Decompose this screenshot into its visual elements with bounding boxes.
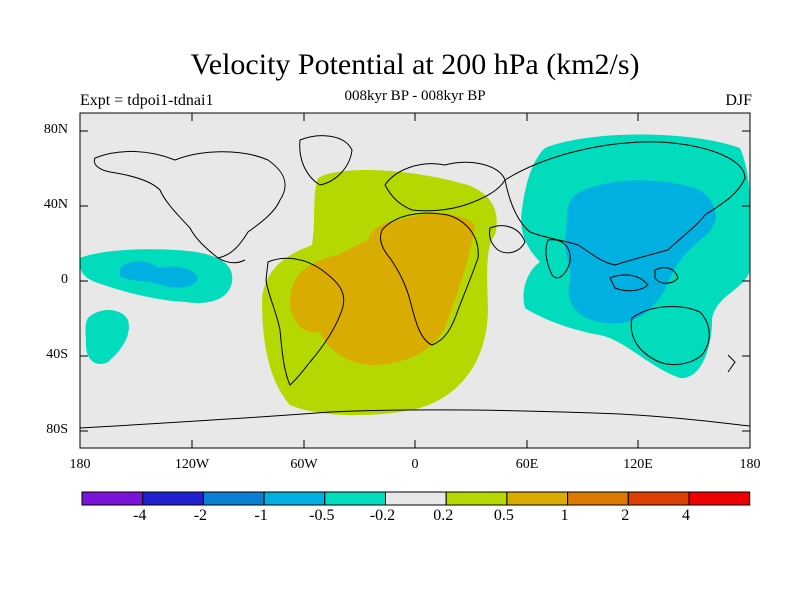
colorbar-label: -0.2 <box>369 507 396 524</box>
lon-label-120w: 120W <box>174 457 210 472</box>
colorbar-box <box>263 491 326 506</box>
colorbar-box <box>506 491 569 506</box>
lat-label-80s: 80S <box>46 422 68 437</box>
colorbar-box <box>324 491 386 506</box>
colorbar-box <box>688 491 751 506</box>
colorbar <box>81 491 751 506</box>
lat-label-40s: 40S <box>46 347 68 362</box>
colorbar-box <box>627 491 690 506</box>
colorbar-label: -0.5 <box>309 507 335 524</box>
lat-label-0: 0 <box>61 272 68 287</box>
colorbar-box <box>567 491 629 506</box>
colorbar-label: -4 <box>133 507 147 524</box>
colorbar-label: -2 <box>193 507 208 524</box>
map-fields <box>80 134 750 429</box>
lon-label-180e: 180 <box>739 457 761 472</box>
experiment-label: Expt = tdpoi1-tdnai1 <box>80 92 214 109</box>
plot-title: Velocity Potential at 200 hPa (km2/s) <box>190 48 640 81</box>
colorbar-label: 0.2 <box>433 507 454 524</box>
lon-label-0: 0 <box>411 457 419 472</box>
lon-label-60w: 60W <box>290 457 318 472</box>
lon-label-60e: 60E <box>515 457 539 472</box>
season-label: DJF <box>725 92 752 109</box>
south-pacific-patch <box>85 309 129 365</box>
colorbar-box <box>385 491 447 506</box>
positive-region-core <box>290 213 475 365</box>
colorbar-label: 2 <box>621 507 630 524</box>
lat-label-80n: 80N <box>43 122 68 137</box>
plot-subtitle: 008kyr BP - 008kyr BP <box>344 88 486 104</box>
lon-label-120e: 120E <box>623 457 653 472</box>
colorbar-box <box>142 491 204 506</box>
lat-ticks <box>80 130 750 432</box>
colorbar-label: 1 <box>560 507 569 524</box>
lon-ticks <box>191 113 639 448</box>
colorbar-box <box>81 491 144 506</box>
colorbar-label: -1 <box>254 507 268 524</box>
lon-label-180w: 180 <box>69 457 91 472</box>
lat-label-40n: 40N <box>43 197 68 212</box>
negative-region-core <box>565 180 716 324</box>
colorbar-label: 4 <box>682 507 690 524</box>
pacific-negative-core <box>120 261 198 288</box>
colorbar-box <box>202 491 265 506</box>
colorbar-box <box>445 491 508 506</box>
coastlines <box>80 135 750 429</box>
colorbar-label: 0.5 <box>493 507 514 524</box>
